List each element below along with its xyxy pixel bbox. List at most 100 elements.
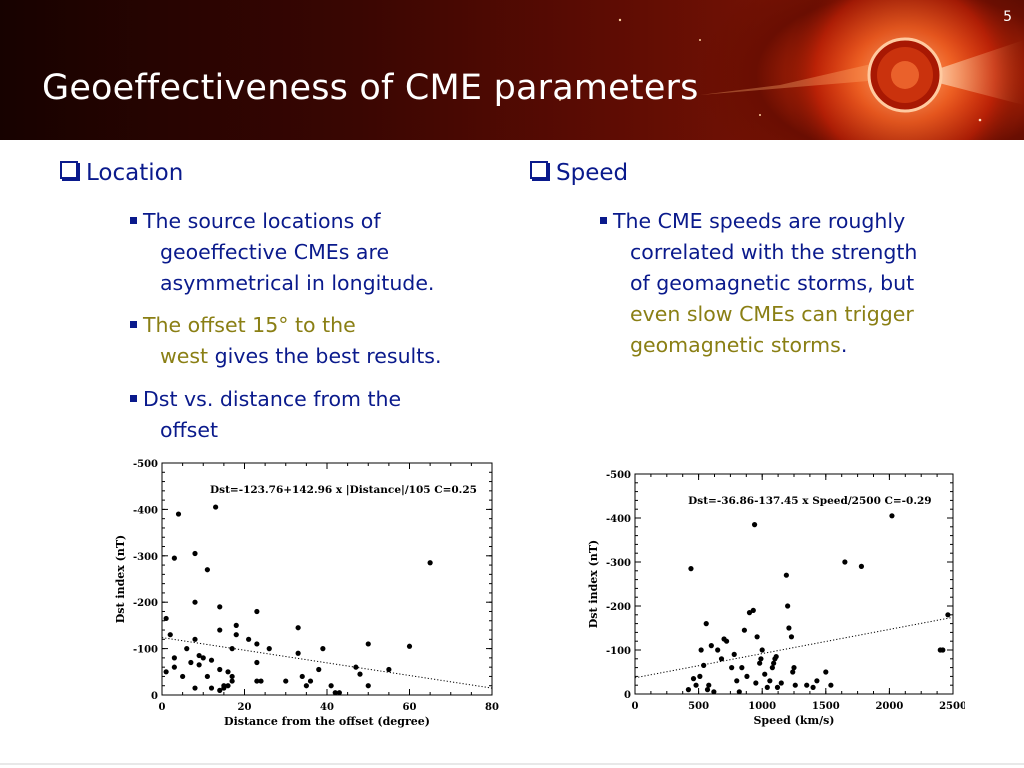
- data-point: [706, 682, 712, 688]
- data-point: [690, 676, 697, 682]
- data-point: [196, 662, 202, 668]
- y-tick-label: -300: [133, 552, 158, 563]
- x-tick-label: 2000: [875, 701, 903, 712]
- data-point: [295, 625, 301, 631]
- data-point: [167, 632, 173, 638]
- data-point: [711, 689, 717, 695]
- dst-vs-distance-svg: 0 20 40 60 80 0 -100 -200 -300 -400 -500 Distance f…: [114, 459, 499, 728]
- data-point: [204, 673, 210, 680]
- data-point: [171, 555, 177, 561]
- plot-frame: [634, 473, 954, 695]
- bullet-text: geoeffective CMEs are: [160, 240, 390, 264]
- y-tick-label: 0: [624, 690, 631, 701]
- data-point: [757, 660, 763, 666]
- location-bullet-1: The source locations of geoeffective CME…: [130, 206, 434, 299]
- fit-equation-annotation: Dst=-36.86-137.45 x Speed/2500 C=-0.29: [688, 495, 931, 507]
- speed-heading: Speed: [530, 160, 628, 186]
- data-point: [406, 643, 413, 649]
- data-point: [196, 652, 202, 659]
- bullet-text: Dst vs. distance from the: [143, 387, 402, 411]
- data-point: [786, 625, 792, 631]
- data-point: [163, 615, 169, 622]
- data-point: [283, 678, 289, 684]
- x-tick-label: 0: [159, 702, 166, 713]
- data-point: [751, 522, 758, 528]
- data-point: [945, 612, 951, 618]
- x-tick-label: 40: [320, 702, 334, 713]
- data-point: [723, 638, 730, 644]
- data-point: [804, 682, 810, 688]
- data-point: [764, 684, 770, 690]
- data-point: [788, 634, 795, 640]
- data-point: [741, 627, 747, 633]
- data-point: [208, 685, 215, 691]
- checkbox-bullet-icon: [60, 161, 78, 179]
- data-point: [858, 563, 865, 569]
- slide-number: 5: [1003, 9, 1012, 25]
- y-tick-label: -500: [133, 459, 158, 470]
- data-point: [175, 511, 182, 517]
- y-tick-label: -100: [133, 645, 158, 656]
- data-point: [233, 622, 239, 628]
- data-point: [225, 669, 231, 675]
- data-point: [254, 678, 260, 684]
- data-point: [188, 659, 194, 666]
- data-point: [773, 654, 779, 660]
- data-point: [774, 684, 781, 690]
- bullet-text-highlight: The offset 15° to the: [143, 313, 356, 337]
- data-point: [739, 665, 745, 671]
- regression-line: [161, 637, 493, 689]
- data-point: [217, 627, 223, 633]
- data-point: [192, 636, 198, 642]
- data-point: [386, 666, 392, 673]
- bullet-text: The source locations of: [143, 209, 381, 233]
- data-point: [254, 659, 260, 666]
- data-point: [701, 662, 707, 668]
- data-point: [750, 607, 756, 613]
- sun-corona-image: [559, 0, 1024, 140]
- data-point: [320, 646, 326, 652]
- data-point: [246, 636, 252, 642]
- data-point: [778, 680, 784, 686]
- data-point: [266, 646, 272, 652]
- bullet-text: The CME speeds are roughly: [613, 209, 906, 233]
- location-bullet-2: The offset 15° to the west gives the bes…: [130, 310, 442, 372]
- square-bullet-icon: [130, 321, 137, 328]
- data-point: [810, 684, 816, 690]
- data-point: [792, 682, 798, 688]
- data-point: [753, 680, 759, 686]
- data-point: [336, 690, 342, 696]
- bullet-text-highlight: west: [160, 344, 209, 368]
- data-point: [229, 646, 235, 652]
- data-point: [221, 685, 227, 691]
- y-axis-label: Dst index (nT): [587, 540, 600, 629]
- data-point: [233, 632, 239, 638]
- location-heading: Location: [60, 160, 183, 186]
- bullet-text: asymmetrical in longitude.: [160, 271, 435, 295]
- data-point: [225, 683, 231, 689]
- x-tick-label: 2500: [939, 701, 965, 712]
- x-tick-label: 60: [403, 702, 417, 713]
- y-tick-label: -200: [606, 602, 631, 613]
- footer-divider: [0, 763, 1024, 765]
- data-point: [734, 678, 740, 684]
- data-point: [729, 665, 735, 671]
- data-point: [217, 687, 223, 693]
- data-point: [697, 673, 703, 679]
- bullet-text: correlated with the strength: [630, 240, 918, 264]
- data-point: [200, 655, 206, 661]
- data-point: [299, 673, 305, 680]
- data-point: [353, 664, 359, 670]
- data-point: [180, 673, 186, 680]
- data-point: [746, 610, 753, 616]
- data-point: [698, 647, 704, 653]
- data-point: [365, 683, 371, 689]
- bullet-text-highlight: even slow CMEs can trigger: [630, 302, 914, 326]
- data-point: [708, 643, 714, 649]
- square-bullet-icon: [130, 395, 137, 402]
- y-axis-label: Dst index (nT): [114, 535, 127, 624]
- data-point: [685, 687, 692, 693]
- data-point: [754, 634, 760, 640]
- data-point: [171, 655, 177, 661]
- data-point: [357, 671, 363, 677]
